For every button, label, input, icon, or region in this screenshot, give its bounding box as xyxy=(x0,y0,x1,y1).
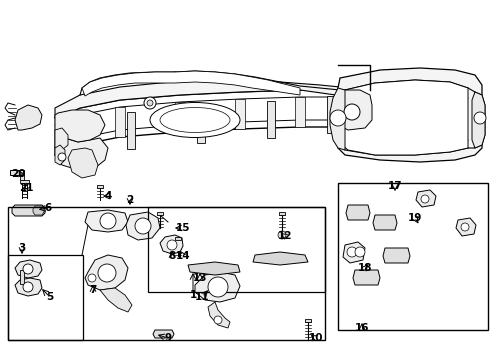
Polygon shape xyxy=(330,88,345,150)
Circle shape xyxy=(100,213,116,229)
Circle shape xyxy=(344,104,360,120)
Polygon shape xyxy=(55,110,105,142)
Text: 19: 19 xyxy=(408,213,422,223)
Polygon shape xyxy=(127,112,135,149)
Text: 20: 20 xyxy=(11,169,25,179)
Polygon shape xyxy=(33,206,44,215)
Circle shape xyxy=(23,264,33,274)
Polygon shape xyxy=(197,107,205,144)
Text: 10: 10 xyxy=(309,333,323,343)
Polygon shape xyxy=(383,248,410,263)
Bar xyxy=(8,207,325,340)
Polygon shape xyxy=(55,130,108,170)
Polygon shape xyxy=(295,97,305,127)
Circle shape xyxy=(355,247,365,257)
Text: 12: 12 xyxy=(278,231,292,241)
Text: 16: 16 xyxy=(355,323,369,333)
Polygon shape xyxy=(15,105,42,130)
Text: 3: 3 xyxy=(19,243,25,253)
Polygon shape xyxy=(12,205,45,216)
Text: 6: 6 xyxy=(45,203,51,213)
Polygon shape xyxy=(279,212,285,215)
Polygon shape xyxy=(342,80,468,155)
Text: 21: 21 xyxy=(19,183,33,193)
Polygon shape xyxy=(55,128,68,150)
Polygon shape xyxy=(267,101,275,138)
Polygon shape xyxy=(85,255,128,290)
Circle shape xyxy=(474,112,486,124)
Polygon shape xyxy=(327,96,335,133)
Polygon shape xyxy=(15,278,42,296)
Polygon shape xyxy=(472,92,485,148)
Polygon shape xyxy=(15,260,42,278)
Polygon shape xyxy=(160,235,183,254)
Circle shape xyxy=(147,100,153,106)
Circle shape xyxy=(330,110,346,126)
Circle shape xyxy=(135,218,151,234)
Polygon shape xyxy=(10,170,24,175)
Circle shape xyxy=(167,240,177,250)
Polygon shape xyxy=(97,185,103,188)
Polygon shape xyxy=(175,102,185,132)
Polygon shape xyxy=(456,218,476,236)
Text: 4: 4 xyxy=(104,191,112,201)
Text: 17: 17 xyxy=(388,181,402,191)
Bar xyxy=(148,207,325,292)
Circle shape xyxy=(208,277,228,297)
Circle shape xyxy=(347,247,357,257)
Text: 15: 15 xyxy=(176,223,190,233)
Polygon shape xyxy=(115,107,125,137)
Circle shape xyxy=(461,223,469,231)
Circle shape xyxy=(214,316,222,324)
Polygon shape xyxy=(153,330,174,338)
Circle shape xyxy=(144,97,156,109)
Text: 13: 13 xyxy=(193,273,207,283)
Polygon shape xyxy=(55,80,370,118)
Polygon shape xyxy=(235,99,245,129)
Text: 11: 11 xyxy=(195,292,209,302)
Polygon shape xyxy=(188,262,240,275)
Polygon shape xyxy=(373,215,397,230)
Polygon shape xyxy=(475,92,485,148)
Polygon shape xyxy=(55,145,65,165)
Text: 2: 2 xyxy=(126,195,134,205)
Polygon shape xyxy=(20,180,29,183)
Polygon shape xyxy=(100,288,132,312)
Polygon shape xyxy=(82,71,300,96)
Bar xyxy=(338,183,488,330)
Polygon shape xyxy=(346,205,370,220)
Polygon shape xyxy=(85,210,128,232)
Polygon shape xyxy=(253,252,308,265)
Circle shape xyxy=(98,264,116,282)
Polygon shape xyxy=(157,212,163,215)
Polygon shape xyxy=(126,212,160,240)
Polygon shape xyxy=(20,175,24,180)
Text: 9: 9 xyxy=(165,333,172,343)
Polygon shape xyxy=(68,148,98,178)
Polygon shape xyxy=(175,237,181,240)
Bar xyxy=(8,255,83,340)
Circle shape xyxy=(278,231,286,239)
Text: 18: 18 xyxy=(358,263,372,273)
Polygon shape xyxy=(353,270,380,285)
Circle shape xyxy=(421,195,429,203)
Polygon shape xyxy=(20,270,24,284)
Polygon shape xyxy=(335,90,372,130)
Polygon shape xyxy=(416,190,436,207)
Polygon shape xyxy=(305,319,311,322)
Text: 5: 5 xyxy=(47,292,53,302)
Circle shape xyxy=(58,153,66,161)
Polygon shape xyxy=(338,68,482,162)
Polygon shape xyxy=(343,242,365,263)
Ellipse shape xyxy=(150,103,240,138)
Circle shape xyxy=(23,282,33,292)
Circle shape xyxy=(88,274,96,282)
Text: 1: 1 xyxy=(189,290,196,300)
Text: 14: 14 xyxy=(176,251,190,261)
Text: 7: 7 xyxy=(89,285,97,295)
Polygon shape xyxy=(208,302,230,328)
Text: 8: 8 xyxy=(169,251,175,261)
Polygon shape xyxy=(195,272,240,302)
